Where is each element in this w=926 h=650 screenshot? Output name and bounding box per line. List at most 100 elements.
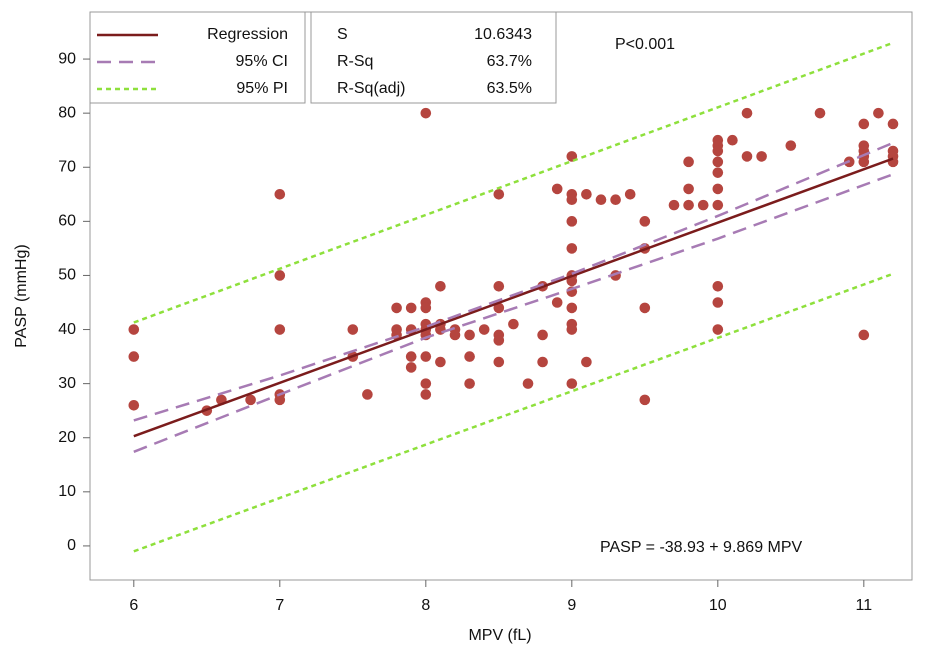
data-point <box>435 356 446 368</box>
x-tick-label: 11 <box>856 597 873 614</box>
data-point <box>858 329 870 341</box>
data-point <box>581 356 592 368</box>
data-point <box>581 189 592 200</box>
data-point <box>347 324 359 335</box>
data-point <box>566 378 578 389</box>
y-tick-label: 60 <box>58 213 76 230</box>
y-axis-label: PASP (mmHg) <box>13 244 30 347</box>
legend-label: 95% PI <box>236 80 288 97</box>
data-point <box>464 351 475 362</box>
data-point <box>683 156 694 168</box>
y-tick-label: 70 <box>58 158 76 175</box>
data-point <box>420 378 432 389</box>
data-point <box>566 194 578 206</box>
data-point <box>727 134 738 146</box>
y-tick-label: 80 <box>58 104 76 121</box>
data-point <box>449 329 461 341</box>
y-tick-label: 10 <box>58 483 76 500</box>
data-point <box>464 378 475 389</box>
stat-value: 63.5% <box>487 80 532 97</box>
y-tick-label: 90 <box>58 50 76 67</box>
data-point <box>858 118 870 130</box>
data-point <box>683 183 694 195</box>
data-point <box>566 243 578 254</box>
stat-name: S <box>337 26 348 43</box>
data-point <box>741 151 753 162</box>
data-point <box>274 394 286 406</box>
stats-box <box>310 11 557 104</box>
data-point <box>493 335 505 346</box>
x-axis-label: MPV (fL) <box>468 627 531 644</box>
y-tick-label: 50 <box>58 267 76 284</box>
x-tick-label: 8 <box>421 597 430 614</box>
data-point <box>887 156 899 168</box>
data-point <box>595 194 607 206</box>
data-point <box>420 302 432 314</box>
data-point <box>566 302 578 314</box>
data-point <box>405 351 417 362</box>
data-point <box>624 189 636 200</box>
data-point <box>493 356 505 368</box>
fit-line <box>133 272 894 553</box>
fit-line <box>133 173 894 453</box>
x-tick-label: 6 <box>129 597 138 614</box>
data-point <box>712 145 724 157</box>
data-point <box>435 280 446 292</box>
fit-line <box>133 157 894 438</box>
data-point <box>128 399 140 411</box>
data-point <box>537 356 548 368</box>
data-point <box>683 199 694 211</box>
data-point <box>858 156 870 168</box>
data-point <box>712 280 724 292</box>
data-point <box>639 394 651 406</box>
p-value: P<0.001 <box>615 36 675 53</box>
data-point <box>712 297 724 308</box>
data-point <box>873 107 884 119</box>
data-point <box>887 118 899 130</box>
data-point <box>405 362 417 373</box>
stat-value: 10.6343 <box>474 26 532 43</box>
data-point <box>697 199 709 211</box>
data-point <box>420 389 432 400</box>
data-point <box>712 156 724 168</box>
x-tick-label: 10 <box>709 597 727 614</box>
data-point <box>420 107 432 119</box>
data-point <box>712 199 724 211</box>
data-point <box>464 329 475 341</box>
fit-line <box>133 141 894 422</box>
legend-label: 95% CI <box>236 53 288 70</box>
data-point <box>551 183 563 195</box>
data-point <box>639 302 651 314</box>
data-point <box>478 324 490 335</box>
data-point <box>128 351 140 362</box>
data-point <box>551 297 563 308</box>
stat-name: R-Sq(adj) <box>337 80 405 97</box>
data-point <box>712 324 724 335</box>
stat-name: R-Sq <box>337 53 373 70</box>
data-point <box>639 216 651 227</box>
equation: PASP = -38.93 + 9.869 MPV <box>600 539 803 556</box>
data-point <box>362 389 373 400</box>
y-tick-label: 30 <box>58 375 76 392</box>
legend-label: Regression <box>207 26 288 43</box>
x-tick-label: 7 <box>275 597 284 614</box>
data-point <box>537 329 548 341</box>
y-tick-label: 40 <box>58 321 76 338</box>
data-point <box>566 216 578 227</box>
data-point <box>756 151 767 162</box>
data-point <box>712 183 724 195</box>
data-point <box>508 318 519 330</box>
data-point <box>391 302 402 314</box>
data-point <box>274 189 286 200</box>
y-tick-label: 20 <box>58 429 76 446</box>
y-tick-label: 0 <box>67 537 76 554</box>
data-point <box>566 324 578 335</box>
data-point <box>785 140 797 151</box>
data-point <box>712 167 724 178</box>
data-point <box>274 270 286 281</box>
data-point <box>668 199 680 211</box>
data-point <box>610 194 621 206</box>
stat-value: 63.7% <box>487 53 532 70</box>
